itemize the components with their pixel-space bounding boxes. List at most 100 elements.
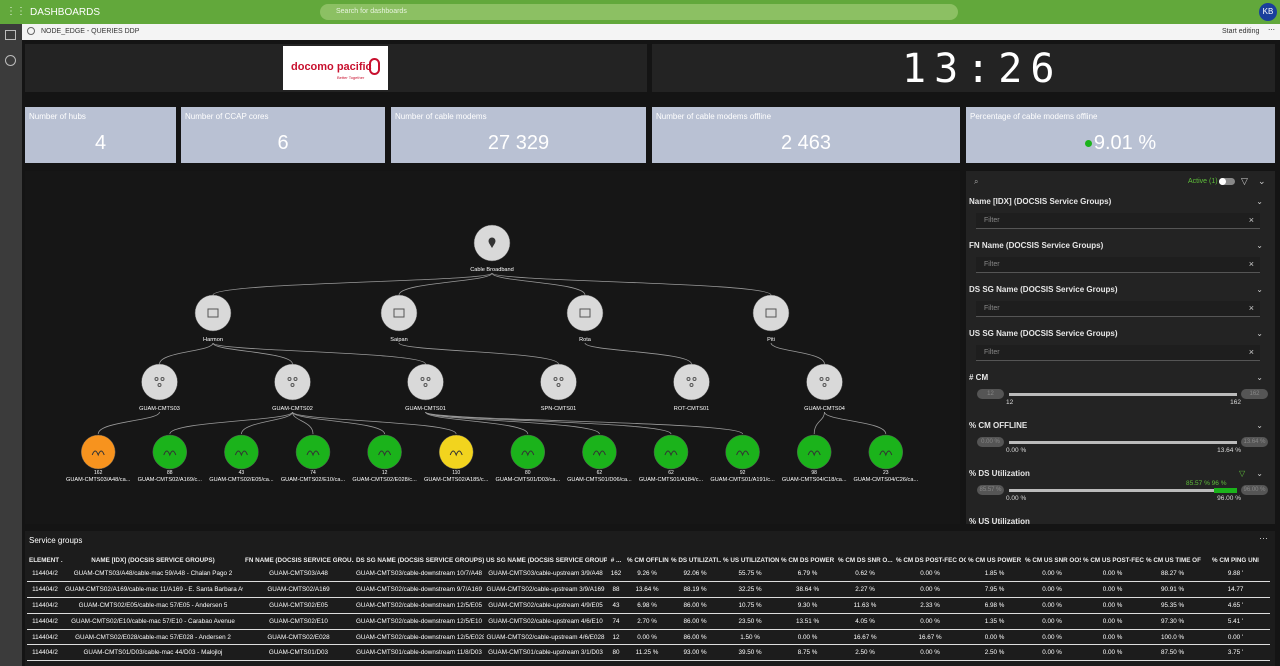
group-icon [807, 450, 821, 457]
table-row[interactable]: 114404/2 GUAM-CMTS03/A48/cable-mac 59/A48… [27, 566, 1270, 583]
table-cell: 86.00 % [669, 629, 721, 646]
table-cell: GUAM-CMTS02/E05/cable-mac 57/E05 - Ander… [63, 597, 243, 614]
table-cell: 16.67 % [894, 629, 966, 646]
range-selection [1214, 488, 1237, 493]
node-circle [274, 363, 311, 401]
node-label: SPN-CMTS01 [541, 406, 576, 412]
column-header: % CM DS SNR O... [838, 556, 893, 564]
kpi-label: Number of hubs [29, 112, 86, 121]
cmts-icon [559, 377, 564, 381]
status-dot [1084, 140, 1092, 148]
node: 62GUAM-CMTS01/D06/ca... [567, 434, 632, 483]
table-cell: 0.00 % [1023, 566, 1081, 583]
node-circle [80, 434, 116, 470]
table-cell: GUAM-CMTS02/cable-downstream 12/5/E05 [354, 597, 484, 614]
node-circle [407, 363, 444, 401]
node-circle [367, 434, 402, 470]
range-max-box: 162 [1241, 389, 1268, 399]
table-cell: GUAM-CMTS03/A48/cable-mac 59/A48 - Chala… [63, 566, 243, 583]
edge [159, 342, 214, 365]
node-label: GUAM-CMTS02/A169/c... [138, 477, 203, 483]
table-row[interactable]: 114404/2 GUAM-CMTS01/D03/cable-mac 44/D03… [27, 644, 1270, 662]
filter-input[interactable]: Filter × [976, 301, 1260, 317]
active-toggle[interactable] [1219, 178, 1235, 185]
search-box[interactable]: Search for dashboards [320, 4, 958, 20]
table-cell: 86.00 % [669, 597, 721, 614]
table-cell: 0.00 % [894, 613, 966, 630]
filter-icon[interactable]: ▽ [1241, 176, 1248, 186]
table-menu[interactable]: ⋯ [1259, 533, 1268, 543]
search-icon[interactable]: ⌕ [974, 177, 979, 186]
filter-input[interactable]: Filter × [976, 345, 1260, 361]
node-circle [806, 363, 843, 401]
table-cell: 0.00 % [625, 629, 669, 646]
column-header: % CM US SNR OOS [1025, 556, 1081, 564]
group-icon [736, 450, 750, 457]
collapse-icon[interactable]: ⌄ [1258, 176, 1266, 186]
edge [292, 411, 385, 435]
edge [425, 411, 529, 435]
table-cell: GUAM-CMTS02/E10/cable-mac 57/E10 - Carab… [63, 613, 243, 630]
table-cell: GUAM-CMTS02/A169/cable-mac 11/A169 - E. … [63, 581, 243, 599]
avatar[interactable]: KB [1259, 3, 1277, 21]
table-row[interactable]: 114404/2 GUAM-CMTS02/E10/cable-mac 57/E10… [27, 613, 1270, 630]
column-header: % US UTILIZATION [723, 556, 779, 564]
node: ROT-CMTS01 [673, 363, 710, 412]
more-menu[interactable]: ⋯ [1268, 27, 1275, 34]
hub-icon [765, 308, 777, 318]
table-cell: 6.79 % [779, 566, 836, 583]
chevron: ⌄ [1256, 285, 1263, 294]
kpi-card: Number of CCAP cores 6 [181, 107, 385, 163]
table-cell: GUAM-CMTS02/cable-downstream 12/5/E028 [354, 629, 484, 646]
table-cell: 2.70 % [625, 613, 669, 630]
cmts-icon [686, 377, 691, 381]
table-cell: GUAM-CMTS03/A48 [243, 566, 354, 583]
range-min: 0.00 % [1006, 495, 1027, 502]
service-groups-table: ELEMENT ... NAME [IDX] (DOCSIS SERVICE GR… [27, 554, 1270, 662]
node-label: Cable Broadband [470, 267, 514, 273]
node: Rota [566, 294, 604, 343]
table-row[interactable]: 114404/2 GUAM-CMTS02/E028/cable-mac 57/E0… [27, 629, 1270, 646]
table-cell: 114404/2 [27, 644, 63, 662]
table-cell: 16.67 % [836, 629, 894, 646]
dashboards-icon[interactable] [5, 30, 16, 40]
node: 74GUAM-CMTS02/E10/ca... [281, 434, 346, 483]
table-cell: 93.00 % [669, 644, 721, 662]
node-count: 23 [883, 470, 889, 476]
table-cell: 3.75 ' [1201, 644, 1270, 662]
table-cell: 88.19 % [669, 581, 721, 599]
node: Saipan [380, 294, 418, 343]
table-cell: 114404/2 [27, 597, 63, 614]
cmts-icon [426, 377, 431, 381]
filter-input[interactable]: Filter × [976, 257, 1260, 273]
table-cell: 11.25 % [625, 644, 669, 662]
diagram-panel: Cable Broadband Harmon Saipan Rota Piti GUAM-… [25, 171, 960, 524]
node-label: GUAM-CMTS02/E05/ca... [209, 477, 274, 483]
table-cell: 114404/2 [27, 613, 63, 630]
filter-title: % DS Utilization [969, 469, 1030, 478]
edge [212, 342, 426, 365]
apps-icon[interactable]: ⋮⋮ [6, 6, 26, 17]
kpi-number: 2 463 [780, 132, 832, 154]
toolbar: NODE_EDGE - QUERIES DDP Start editing ⋯ [22, 24, 1280, 40]
filter-input[interactable]: Filter × [976, 213, 1260, 229]
range-max-box: 96.00 % [1241, 485, 1268, 495]
node-label: GUAM-CMTS03/A48/ca... [66, 477, 131, 483]
table-cell: 0.00 % [1023, 629, 1081, 646]
kpi-card: Number of cable modems offline 2 463 [652, 107, 960, 163]
table-row[interactable]: 114404/2 GUAM-CMTS02/A169/cable-mac 11/A1… [27, 581, 1270, 599]
node-label: GUAM-CMTS01/A184/c... [639, 477, 704, 483]
refresh-icon[interactable] [27, 27, 35, 35]
edge [824, 411, 887, 435]
kpi-label: Number of CCAP cores [185, 112, 269, 121]
node-circle [653, 434, 689, 470]
group-icon [306, 450, 320, 457]
table-row[interactable]: 114404/2 GUAM-CMTS02/E05/cable-mac 57/E05… [27, 597, 1270, 614]
node-label: GUAM-CMTS04/C26/ca... [853, 477, 918, 483]
history-icon[interactable] [5, 55, 16, 66]
column-header: % CM DS POWER O... [781, 556, 836, 564]
table-cell: 0.00 ' [1201, 629, 1270, 646]
table-cell: GUAM-CMTS03/cable-downstream 10/7/A48 [354, 566, 484, 583]
edit-button[interactable]: Start editing [1222, 28, 1260, 35]
node-label: GUAM-CMTS01/D03/ca... [495, 477, 560, 483]
